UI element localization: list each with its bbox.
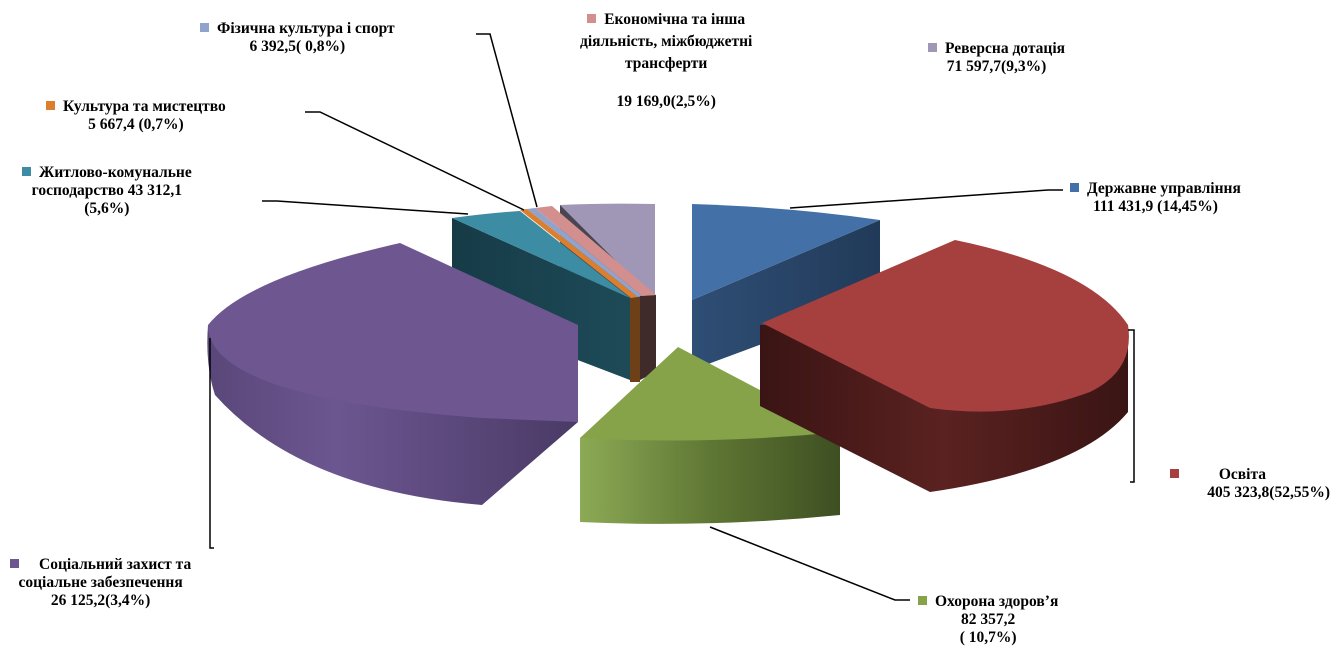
legend-marker-ohorona bbox=[918, 596, 927, 605]
slice-ekon-side bbox=[640, 295, 656, 380]
label-revers-name: Реверсна дотація bbox=[945, 40, 1066, 57]
label-kult-value: 5 667,4 (0,7%) bbox=[88, 116, 184, 133]
label-soc-line2: соціальне забезпечення bbox=[18, 574, 183, 591]
slice-ohorona-side bbox=[580, 432, 840, 524]
legend-marker-zhytlo bbox=[22, 167, 31, 176]
label-ohorona-percent: ( 10,7%) bbox=[959, 629, 1017, 646]
label-ekon-value: 19 169,0(2,5%) bbox=[616, 93, 716, 110]
label-fiz-value: 6 392,5( 0,8%) bbox=[249, 38, 346, 55]
label-ekon-line3: трансферти bbox=[624, 55, 708, 72]
legend-marker-derzh bbox=[1070, 183, 1079, 192]
slice-ekon-top bbox=[535, 206, 656, 296]
label-fiz: Фізична культура і спорт 6 392,5( 0,8%) bbox=[200, 20, 395, 56]
legend-marker-fiz bbox=[200, 23, 209, 32]
slice-zhytlo-top bbox=[452, 211, 630, 298]
label-derzh: Державне управління 111 431,9 (14,45%) bbox=[1070, 180, 1241, 216]
label-soc-line1: Соціальний захист та bbox=[39, 556, 192, 573]
leader-line-osvita bbox=[1128, 329, 1135, 483]
leader-line-ohorona bbox=[709, 526, 910, 601]
label-derzh-name: Державне управління bbox=[1087, 180, 1241, 197]
slice-osvita-top bbox=[762, 240, 1129, 412]
label-osvita-value: 405 323,8(52,55%) bbox=[1207, 484, 1330, 501]
label-zhytlo-value: (5,6%) bbox=[84, 200, 130, 217]
slice-kult-top bbox=[520, 209, 638, 298]
leader-line-kult bbox=[305, 111, 525, 211]
label-zhytlo-line2: господарство 43 312,1 bbox=[31, 182, 183, 199]
label-kult-name: Культура та мистецтво bbox=[63, 98, 226, 115]
leader-line-fiz bbox=[476, 33, 538, 208]
leader-line-derzh bbox=[789, 189, 1063, 209]
slice-derzh-top bbox=[692, 204, 880, 300]
label-ohorona-value: 82 357,2 bbox=[961, 611, 1016, 628]
slice-fiz-top bbox=[527, 208, 642, 297]
label-kult: Культура та мистецтво 5 667,4 (0,7%) bbox=[46, 98, 226, 134]
slice-zhytlo-side bbox=[452, 218, 630, 380]
legend-marker-ekon bbox=[587, 14, 597, 23]
legend-marker-kult bbox=[46, 101, 55, 110]
label-osvita: Освіта 405 323,8(52,55%) bbox=[1169, 466, 1330, 502]
label-ohorona: Охорона здоров’я 82 357,2 ( 10,7%) bbox=[918, 593, 1058, 647]
label-ohorona-name: Охорона здоров’я bbox=[935, 593, 1059, 610]
legend-marker-soc bbox=[10, 559, 19, 568]
legend-marker-revers bbox=[928, 43, 937, 52]
label-ekon-line2: діяльність, міжбюджетні bbox=[580, 33, 753, 50]
label-ekon: Економічна та інша діяльність, міжбюджет… bbox=[580, 11, 752, 111]
label-zhytlo: Житлово-комунальне господарство 43 312,1… bbox=[22, 164, 192, 218]
slice-kult-side bbox=[630, 298, 640, 382]
label-soc: Соціальний захист та соціальне забезпече… bbox=[10, 556, 191, 610]
leader-line-zhytlo bbox=[262, 200, 469, 215]
label-derzh-value: 111 431,9 (14,45%) bbox=[1093, 198, 1218, 215]
label-fiz-name: Фізична культура і спорт bbox=[217, 20, 395, 37]
slice-ohorona-top bbox=[580, 347, 840, 441]
label-soc-value: 26 125,2(3,4%) bbox=[50, 592, 151, 609]
slice-derzh-side bbox=[692, 220, 880, 370]
label-revers: Реверсна дотація 71 597,7(9,3%) bbox=[928, 40, 1065, 76]
leader-line-soc bbox=[209, 338, 214, 549]
label-zhytlo-line1: Житлово-комунальне bbox=[39, 164, 192, 181]
legend-marker-osvita bbox=[1169, 469, 1179, 478]
slice-soc-top bbox=[208, 243, 578, 422]
label-revers-value: 71 597,7(9,3%) bbox=[946, 58, 1047, 75]
label-ekon-line1: Економічна та інша bbox=[604, 11, 746, 28]
label-osvita-name: Освіта bbox=[1218, 466, 1266, 483]
